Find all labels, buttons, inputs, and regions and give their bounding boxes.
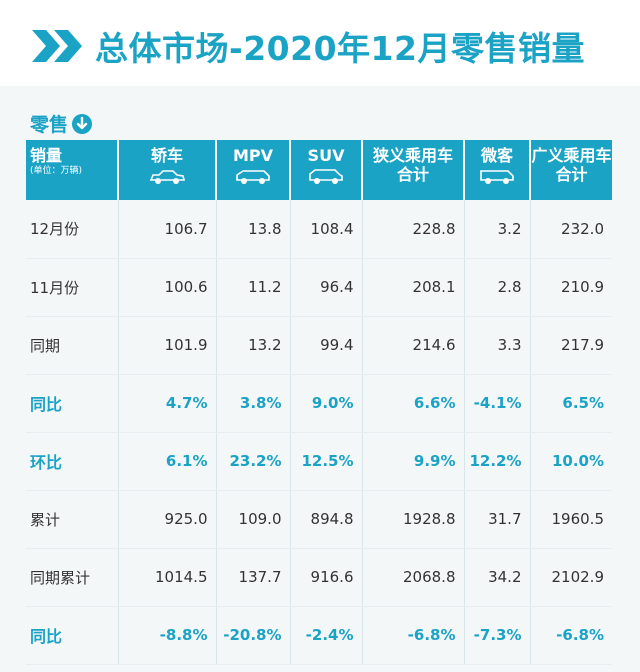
- table-cell: 109.0: [216, 490, 291, 549]
- table-cell: 12.2%: [464, 432, 531, 491]
- table-row: 同期累计 1014.5 137.7 916.6 2068.8 34.2 2102.9: [26, 548, 612, 607]
- header-label: 轿车: [150, 146, 183, 165]
- header-label: 狭义乘用车: [372, 146, 453, 165]
- mpv-icon: [236, 170, 270, 184]
- arrow-down-circle-icon: [72, 113, 93, 134]
- table-cell: 208.1: [362, 258, 465, 317]
- double-chevron-right-icon: [32, 30, 82, 62]
- table-cell: -4.1%: [464, 374, 531, 433]
- table-cell: 31.7: [464, 490, 531, 549]
- table-cell: 13.2: [216, 316, 291, 375]
- table-cell: 916.6: [290, 548, 363, 607]
- header-sales-label: 销量: [30, 146, 63, 165]
- header-label: MPV: [232, 146, 274, 165]
- row-label: 同期累计: [26, 548, 119, 607]
- table-cell: 100.6: [118, 258, 217, 317]
- table-cell: 96.4: [290, 258, 363, 317]
- table-cell: 1960.5: [530, 490, 612, 549]
- table-cell: 4.7%: [118, 374, 217, 433]
- table-cell: -6.8%: [530, 606, 612, 665]
- table-cell: 2068.8: [362, 548, 465, 607]
- page-title: 总体市场-2020年12月零售销量: [95, 29, 585, 68]
- table-cell: 10.0%: [530, 432, 612, 491]
- table-cell: 12.5%: [290, 432, 363, 491]
- table-row: 11月份 100.6 11.2 96.4 208.1 2.8 210.9: [26, 258, 612, 317]
- table-cell: -20.8%: [216, 606, 291, 665]
- table-cell: -7.3%: [464, 606, 531, 665]
- table-row: 累计 925.0 109.0 894.8 1928.8 31.7 1960.5: [26, 490, 612, 549]
- table-cell: 137.7: [216, 548, 291, 607]
- section-label: 零售: [30, 110, 93, 137]
- table-row: 同比 -8.8% -20.8% -2.4% -6.8% -7.3% -6.8%: [26, 606, 612, 665]
- header-label: 微客: [480, 146, 513, 165]
- table-cell: 3.2: [464, 200, 531, 259]
- table-cell: 232.0: [530, 200, 612, 259]
- table-cell: 6.5%: [530, 374, 612, 433]
- header-sales: 销量 (单位：万辆): [26, 140, 119, 200]
- table-cell: 210.9: [530, 258, 612, 317]
- header-label-line2: 合计: [396, 165, 429, 184]
- table-cell: 1928.8: [362, 490, 465, 549]
- table-cell: 106.7: [118, 200, 217, 259]
- table-cell: -6.8%: [362, 606, 465, 665]
- table-cell: 217.9: [530, 316, 612, 375]
- table-cell: -2.4%: [290, 606, 363, 665]
- table-cell: 1014.5: [118, 548, 217, 607]
- row-label: 同比: [26, 606, 119, 665]
- sales-table: 销量 (单位：万辆) 轿车 MPV SUV: [26, 140, 612, 665]
- table-cell: -8.8%: [118, 606, 217, 665]
- header-label-line2: 合计: [555, 165, 588, 184]
- sedan-icon: [149, 170, 186, 184]
- row-label: 同期: [26, 316, 119, 375]
- table-cell: 2.8: [464, 258, 531, 317]
- row-label: 环比: [26, 432, 119, 491]
- header-label: SUV: [307, 146, 345, 165]
- table-cell: 228.8: [362, 200, 465, 259]
- row-label: 同比: [26, 374, 119, 433]
- row-label: 11月份: [26, 258, 119, 317]
- table-row: 同比 4.7% 3.8% 9.0% 6.6% -4.1% 6.5%: [26, 374, 612, 433]
- table-cell: 3.8%: [216, 374, 291, 433]
- table-cell: 9.9%: [362, 432, 465, 491]
- title-bar: 总体市场-2020年12月零售销量: [0, 0, 640, 86]
- minivan-icon: [480, 170, 514, 184]
- table-row: 同期 101.9 13.2 99.4 214.6 3.3 217.9: [26, 316, 612, 375]
- table-cell: 2102.9: [530, 548, 612, 607]
- table-cell: 99.4: [290, 316, 363, 375]
- header-minivan: 微客: [464, 140, 531, 200]
- suv-icon: [309, 169, 343, 184]
- table-cell: 11.2: [216, 258, 291, 317]
- table-cell: 108.4: [290, 200, 363, 259]
- header-mpv: MPV: [216, 140, 291, 200]
- table-cell: 6.6%: [362, 374, 465, 433]
- header-suv: SUV: [290, 140, 363, 200]
- table-cell: 6.1%: [118, 432, 217, 491]
- header-sedan: 轿车: [118, 140, 217, 200]
- table-cell: 13.8: [216, 200, 291, 259]
- header-unit: (单位：万辆): [30, 166, 83, 176]
- table-cell: 23.2%: [216, 432, 291, 491]
- table-row: 环比 6.1% 23.2% 12.5% 9.9% 12.2% 10.0%: [26, 432, 612, 491]
- table-row: 12月份 106.7 13.8 108.4 228.8 3.2 232.0: [26, 200, 612, 259]
- table-cell: 925.0: [118, 490, 217, 549]
- header-broad-total: 广义乘用车 合计: [530, 140, 612, 200]
- table-cell: 894.8: [290, 490, 363, 549]
- table-cell: 101.9: [118, 316, 217, 375]
- table-cell: 9.0%: [290, 374, 363, 433]
- header-label: 广义乘用车: [531, 146, 612, 165]
- table-header-row: 销量 (单位：万辆) 轿车 MPV SUV: [26, 140, 612, 200]
- table-cell: 34.2: [464, 548, 531, 607]
- table-cell: 3.3: [464, 316, 531, 375]
- header-narrow-total: 狭义乘用车 合计: [362, 140, 465, 200]
- row-label: 累计: [26, 490, 119, 549]
- section-label-text: 零售: [30, 114, 69, 136]
- table-cell: 214.6: [362, 316, 465, 375]
- row-label: 12月份: [26, 200, 119, 259]
